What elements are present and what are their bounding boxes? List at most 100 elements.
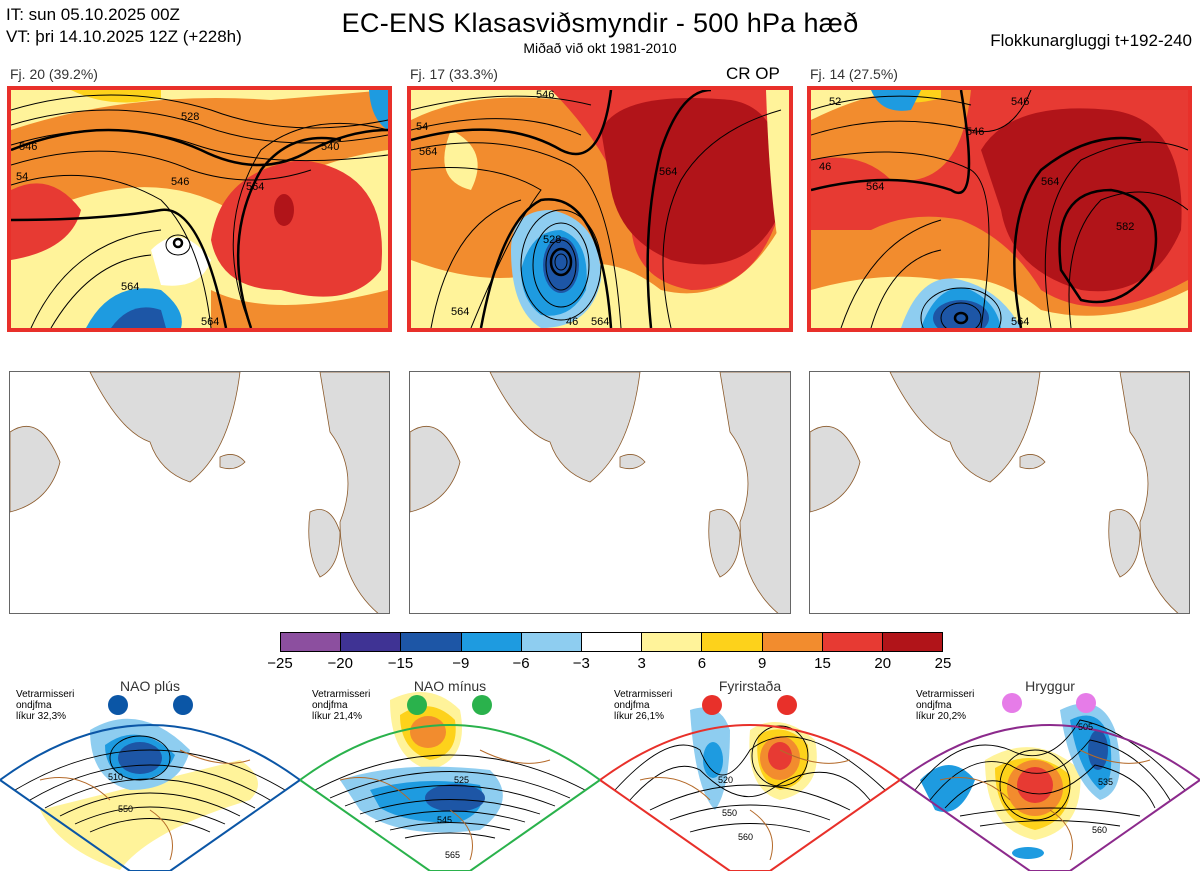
land-outline — [810, 372, 1189, 613]
cluster-3-map: 546 46 564 564 582 546 564 52 — [807, 86, 1192, 332]
page-subtitle: Miðað við okt 1981-2010 — [523, 40, 677, 56]
regime-3-contour-label: 520 — [718, 775, 733, 785]
cluster-3-contour-label: 564 — [1011, 316, 1029, 328]
colorbar-tick-label: 15 — [814, 655, 831, 672]
cluster-3-contour-label: 564 — [866, 181, 884, 193]
note-line: Vetrarmisseri — [916, 689, 975, 700]
colorbar-swatch — [461, 633, 522, 651]
note-line: ondjfma — [16, 700, 52, 711]
regime-1-note: Vetrarmisseri ondjfma líkur 32,3% — [16, 689, 74, 722]
cluster-1-anomaly-chart: 546 546 528 564 564 564 540 54 — [11, 90, 388, 328]
colorbar-swatch — [762, 633, 823, 651]
cluster-1-contour-label: 546 — [19, 141, 37, 153]
regime-4-contour-label: 560 — [1092, 825, 1107, 835]
colorbar-tick-label: −9 — [452, 655, 470, 672]
colorbar-swatch — [822, 633, 883, 651]
cluster-2-label: Fj. 17 (33.3%) — [410, 66, 498, 82]
regime-3-title: Fyrirstaða — [718, 678, 782, 694]
cluster-1-contour-label: 540 — [321, 141, 339, 153]
note-line: líkur 21,4% — [312, 711, 363, 722]
regime-1-dot — [173, 695, 193, 715]
cluster-3-contour-label: 582 — [1116, 221, 1134, 233]
cluster-2-contour-label: 564 — [591, 316, 609, 328]
note-line: ondjfma — [614, 700, 650, 711]
cluster-3-contour-label: 564 — [1041, 176, 1059, 188]
regime-1-dot — [108, 695, 128, 715]
regime-3-dot — [702, 695, 722, 715]
regime-4-contour-label: 535 — [1098, 777, 1113, 787]
regime-2-note: Vetrarmisseri ondjfma líkur 21,4% — [312, 689, 370, 722]
cluster-3-contour-label: 546 — [1011, 96, 1029, 108]
cluster-2-contour-label: 546 — [536, 90, 554, 101]
colorbar-swatch — [521, 633, 582, 651]
colorbar-tick-label: 25 — [934, 655, 952, 672]
colorbar-tick-label: −6 — [512, 655, 530, 672]
anomaly-colorbar — [280, 632, 943, 652]
cluster-1-contour-label: 564 — [246, 181, 264, 193]
regime-1-map: 510 550 — [0, 695, 300, 871]
cluster-3-anomaly-chart: 546 46 564 564 582 546 564 52 — [811, 90, 1188, 328]
regime-3-note: Vetrarmisseri ondjfma líkur 26,1% — [614, 689, 672, 722]
regime-2-title: NAO mínus — [413, 678, 487, 694]
note-line: líkur 20,2% — [916, 711, 967, 722]
regime-4-map: 505 535 560 — [900, 693, 1200, 871]
cluster-1-contour-label: 528 — [181, 111, 199, 123]
note-line: Vetrarmisseri — [312, 689, 371, 700]
cluster-2-map: 546 564 528 564 564 46 564 54 — [407, 86, 793, 332]
cluster-3-contour-label: 52 — [829, 96, 841, 108]
cluster-1-contour-label: 564 — [121, 281, 139, 293]
colorbar-tick-label: 6 — [697, 655, 707, 672]
regime-3-map: 520 550 560 — [600, 695, 900, 871]
cluster-2-contour-label: 564 — [659, 166, 677, 178]
colorbar-swatch — [281, 633, 342, 651]
regime-2-contour-label: 545 — [437, 815, 452, 825]
cr-op-marker: CR OP — [726, 64, 780, 83]
header-info: IT: sun 05.10.2025 00Z VT: þri 14.10.202… — [6, 4, 242, 48]
colorbar-tick-label: −15 — [387, 655, 414, 672]
regime-1-title: NAO plús — [120, 678, 180, 694]
cluster-1-contour-label: 546 — [171, 176, 189, 188]
colorbar-tick-label: −20 — [327, 655, 353, 672]
note-line: Vetrarmisseri — [614, 689, 673, 700]
colorbar-tick-label: 3 — [637, 655, 646, 672]
colorbar-swatch — [642, 633, 703, 651]
cluster-2-contour-label: 46 — [566, 316, 578, 328]
colorbar-swatch — [401, 633, 462, 651]
cluster-3-contour-label: 46 — [819, 161, 831, 173]
regime-2-contour-label: 525 — [454, 775, 469, 785]
colorbar-swatch — [882, 633, 943, 651]
regime-4-dot — [1076, 693, 1096, 713]
cluster-1-contour-label: 564 — [201, 316, 219, 328]
cluster-1-contour-label: 54 — [16, 171, 28, 183]
empty-map-2 — [409, 371, 791, 614]
init-time: IT: sun 05.10.2025 00Z — [6, 5, 180, 24]
cluster-1-map: 546 546 528 564 564 564 540 54 — [7, 86, 392, 332]
note-line: ondjfma — [916, 700, 952, 711]
regime-3-dot — [777, 695, 797, 715]
colorbar-tick-label: −25 — [267, 655, 293, 672]
regime-1-contour-label: 550 — [118, 804, 133, 814]
classification-window: Flokkunargluggi t+192-240 — [990, 31, 1192, 50]
note-line: Vetrarmisseri — [16, 689, 75, 700]
regime-4-contour-label: 505 — [1078, 722, 1093, 732]
colorbar-swatch — [341, 633, 402, 651]
regime-1-contour-label: 510 — [108, 772, 123, 782]
cluster-2-contour-label: 54 — [416, 121, 428, 133]
valid-time: VT: þri 14.10.2025 12Z (+228h) — [6, 27, 242, 46]
regime-3-contour-label: 560 — [738, 832, 753, 842]
regime-2-dot — [407, 695, 427, 715]
land-outline — [10, 372, 389, 613]
note-line: ondjfma — [312, 700, 348, 711]
note-line: líkur 32,3% — [16, 711, 67, 722]
colorbar-tick-label: −3 — [572, 655, 590, 672]
regime-3-contour-label: 550 — [722, 808, 737, 818]
colorbar-swatch — [702, 633, 763, 651]
empty-map-3 — [809, 371, 1190, 614]
land-outline — [410, 372, 790, 613]
cluster-3-label: Fj. 14 (27.5%) — [810, 66, 898, 82]
note-line: líkur 26,1% — [614, 711, 665, 722]
cluster-1-label: Fj. 20 (39.2%) — [10, 66, 98, 82]
page-title: EC-ENS Klasasviðsmyndir - 500 hPa hæð — [341, 8, 859, 38]
colorbar-swatch — [581, 633, 643, 651]
cluster-2-contour-label: 528 — [543, 234, 561, 246]
